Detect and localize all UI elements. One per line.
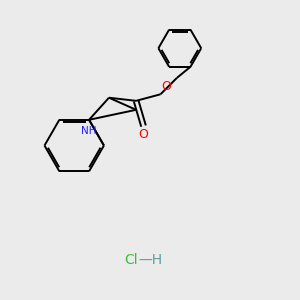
Text: O: O <box>161 80 171 93</box>
Text: Cl: Cl <box>124 253 138 267</box>
Text: NH: NH <box>81 126 97 136</box>
Text: O: O <box>139 128 148 142</box>
Text: —H: —H <box>138 253 162 267</box>
